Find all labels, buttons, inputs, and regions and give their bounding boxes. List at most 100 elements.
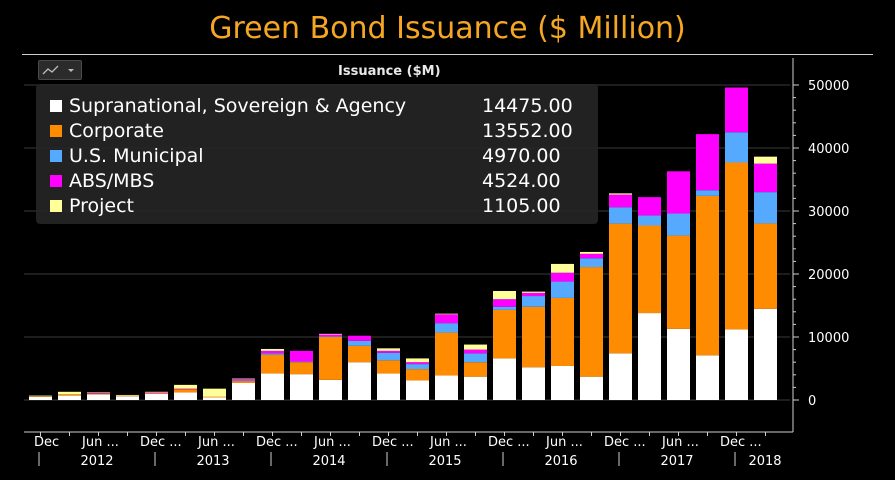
legend-swatch-corporate (50, 125, 62, 137)
x-tick-label: Dec ... (720, 435, 762, 450)
bar-segment (174, 388, 197, 390)
bar-segment (609, 353, 632, 400)
bar-segment (493, 291, 516, 300)
bar-segment (522, 296, 545, 307)
legend-label-corporate: Corporate (69, 120, 164, 142)
bar-segment (609, 193, 632, 195)
bar-segment (174, 389, 197, 393)
bar-segment (290, 350, 313, 362)
y-tick-label: 40000 (808, 142, 849, 157)
bar-segment (319, 379, 342, 400)
bar-segment (377, 373, 400, 400)
bar-segment (725, 162, 748, 330)
x-tick-label: Jun ... (81, 435, 119, 450)
bar-segment (232, 382, 255, 400)
chevron-down-icon (68, 69, 74, 72)
bar-segment (406, 364, 429, 370)
bar-segment (754, 156, 777, 164)
legend-item-abs-mbs: ABS/MBS 4524.00 (50, 169, 590, 193)
legend-swatch-project (50, 200, 62, 212)
bar-segment (638, 225, 661, 314)
bar-segment (232, 381, 255, 383)
bar-segment (754, 192, 777, 224)
bar-segment (174, 392, 197, 400)
bar-segment (261, 353, 284, 355)
bar-segment (435, 313, 458, 315)
bar-segment (58, 395, 81, 400)
legend-value-project: 1105.00 (482, 195, 561, 217)
bar-segment (87, 393, 110, 395)
bar-segment (464, 376, 487, 400)
bar-segment (493, 309, 516, 359)
bar-segment (377, 360, 400, 374)
bar-segment (609, 194, 632, 208)
bar-segment (319, 333, 342, 335)
bar-segment (348, 362, 371, 400)
bar-segment (348, 345, 371, 363)
legend-swatch-abs-mbs (50, 175, 62, 187)
y-tick-label: 10000 (808, 331, 849, 346)
chart-legend: Supranational, Sovereign & Agency 14475.… (36, 84, 598, 224)
x-tick-label: Jun ... (661, 435, 699, 450)
legend-value-municipal: 4970.00 (482, 145, 561, 167)
bar-segment (522, 306, 545, 368)
x-tick-label: Dec ... (140, 435, 182, 450)
y-tick-label: 50000 (808, 79, 849, 94)
bar-segment (522, 367, 545, 400)
bar-segment (696, 190, 719, 196)
x-year-label: 2012 (80, 454, 113, 469)
x-tick-label: Jun ... (313, 435, 351, 450)
legend-label-abs-mbs: ABS/MBS (69, 170, 155, 192)
bar-segment (377, 348, 400, 351)
bar-segment (464, 349, 487, 354)
bar-segment (261, 348, 284, 351)
x-year-label: 2015 (428, 454, 461, 469)
line-chart-icon[interactable] (38, 60, 82, 80)
bar-segment (696, 355, 719, 400)
legend-item-corporate: Corporate 13552.00 (50, 119, 590, 143)
bar-segment (261, 373, 284, 400)
bar-segment (725, 87, 748, 133)
legend-value-corporate: 13552.00 (482, 120, 573, 142)
bar-segment (406, 362, 429, 365)
legend-item-municipal: U.S. Municipal 4970.00 (50, 144, 590, 168)
x-tick-label: Jun ... (545, 435, 583, 450)
legend-swatch-municipal (50, 150, 62, 162)
bar-segment (290, 362, 313, 375)
bar-segment (29, 395, 52, 397)
legend-item-project: Project 1105.00 (50, 194, 590, 218)
bar-segment (261, 350, 284, 354)
bar-segment (551, 263, 574, 273)
bar-segment (232, 378, 255, 380)
bar-segment (522, 292, 545, 297)
x-tick-label: Jun ... (429, 435, 467, 450)
bar-segment (406, 380, 429, 400)
page-title: Green Bond Issuance ($ Million) (209, 11, 686, 46)
legend-label-municipal: U.S. Municipal (69, 145, 204, 167)
x-year-label: 2014 (312, 454, 345, 469)
bar-segment (232, 380, 255, 382)
x-tick-label: Dec ... (256, 435, 298, 450)
bar-segment (58, 391, 81, 395)
bar-segment (174, 384, 197, 389)
legend-label-ssa: Supranational, Sovereign & Agency (69, 95, 407, 117)
x-tick-label: Jun ... (197, 435, 235, 450)
bar-segment (145, 391, 168, 393)
bar-segment (377, 352, 400, 361)
x-year-label: 2013 (196, 454, 229, 469)
bar-segment (348, 340, 371, 346)
bar-segment (29, 396, 52, 400)
bar-segment (435, 314, 458, 324)
bar-segment (725, 329, 748, 400)
x-year-label: 2017 (660, 454, 693, 469)
bar-segment (667, 171, 690, 214)
bar-segment (493, 358, 516, 400)
bar-segment (667, 328, 690, 400)
bar-segment (580, 251, 603, 254)
bar-segment (116, 394, 139, 396)
bar-segment (87, 394, 110, 400)
bar-segment (464, 353, 487, 363)
bar-segment (609, 207, 632, 224)
title-divider (22, 54, 873, 55)
